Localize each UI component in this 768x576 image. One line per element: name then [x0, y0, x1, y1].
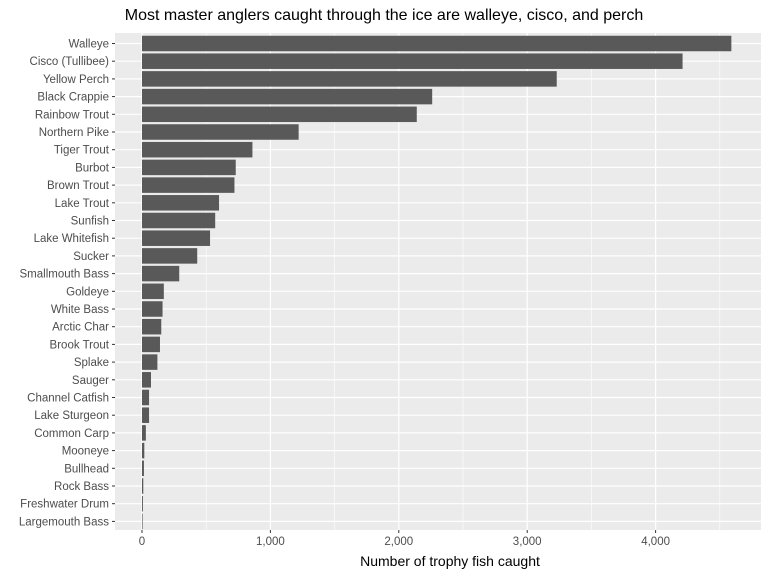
y-tick-label: Lake Trout	[55, 198, 110, 210]
y-axis: Walleye Cisco (Tullibee) Yellow Perch Black…	[19, 39, 115, 528]
x-axis: 0 1,000 2,000 3,000 4,000	[139, 530, 670, 548]
y-tick-label: Northern Pike	[39, 127, 109, 139]
bar-brown-trout	[142, 177, 235, 193]
bar-lake-trout	[142, 195, 220, 211]
y-tick-label: Yellow Perch	[43, 74, 109, 86]
bar-brook-trout	[142, 336, 160, 353]
bar-largemouth-bass	[142, 513, 143, 530]
y-tick-label: White Bass	[51, 304, 109, 316]
chart-title: Most master anglers caught through the i…	[124, 7, 644, 24]
y-tick-label: Walleye	[69, 39, 109, 51]
x-tick-label: 1,000	[256, 536, 285, 548]
bar-walleye	[142, 35, 732, 52]
bar-tiger-trout	[142, 141, 253, 158]
y-tick-label: Common Carp	[34, 428, 109, 440]
y-tick-label: Sauger	[72, 375, 109, 387]
y-tick-label: Mooneye	[62, 446, 109, 458]
y-tick-label: Freshwater Drum	[20, 499, 109, 511]
y-tick-label: Lake Whitefish	[34, 233, 109, 245]
bar-rainbow-trout	[142, 106, 417, 123]
bar-lake-whitefish	[142, 230, 211, 246]
bar-northern-pike	[142, 124, 299, 140]
bar-goldeye	[142, 283, 164, 300]
y-tick-label: Bullhead	[64, 463, 109, 475]
bar-burbot	[142, 159, 236, 176]
bar-cisco-tullibee	[142, 53, 683, 69]
bar-freshwater-drum	[142, 495, 143, 512]
y-tick-label: Burbot	[75, 162, 110, 174]
y-tick-label: Rainbow Trout	[35, 109, 110, 121]
x-tick-label: 3,000	[513, 536, 542, 548]
bar-smallmouth-bass	[142, 265, 180, 282]
bar-black-crappie	[142, 88, 433, 105]
bar-yellow-perch	[142, 71, 557, 87]
bar-lake-sturgeon	[142, 407, 150, 423]
bar-sauger	[142, 372, 151, 388]
bar-common-carp	[142, 425, 146, 441]
y-tick-label: Black Crappie	[37, 92, 109, 104]
bar-channel-catfish	[142, 389, 150, 406]
y-tick-label: Rock Bass	[54, 481, 109, 493]
bar-white-bass	[142, 301, 163, 317]
y-tick-label: Brook Trout	[50, 339, 110, 351]
bar-bullhead	[142, 460, 144, 477]
bar-mooneye	[142, 442, 145, 459]
bar-sunfish	[142, 212, 216, 229]
y-tick-label: Lake Sturgeon	[34, 410, 109, 422]
y-tick-label: Cisco (Tullibee)	[30, 56, 110, 68]
y-tick-label: Sunfish	[71, 216, 109, 228]
bar-arctic-char	[142, 318, 162, 335]
y-tick-label: Splake	[74, 357, 109, 369]
y-tick-label: Sucker	[73, 251, 109, 263]
bars	[142, 35, 732, 530]
y-tick-label: Channel Catfish	[27, 393, 109, 405]
y-tick-label: Largemouth Bass	[19, 516, 109, 528]
y-tick-label: Smallmouth Bass	[20, 269, 110, 281]
bar-sucker	[142, 248, 198, 264]
y-tick-label: Goldeye	[66, 286, 109, 298]
y-tick-label: Tiger Trout	[54, 145, 110, 157]
bar-splake	[142, 354, 158, 370]
x-tick-label: 0	[139, 536, 145, 548]
x-tick-label: 4,000	[641, 536, 670, 548]
y-tick-label: Brown Trout	[47, 180, 110, 192]
x-axis-label: Number of trophy fish caught	[360, 553, 540, 569]
bar-rock-bass	[142, 478, 144, 494]
x-tick-label: 2,000	[384, 536, 413, 548]
y-tick-label: Arctic Char	[52, 322, 109, 334]
